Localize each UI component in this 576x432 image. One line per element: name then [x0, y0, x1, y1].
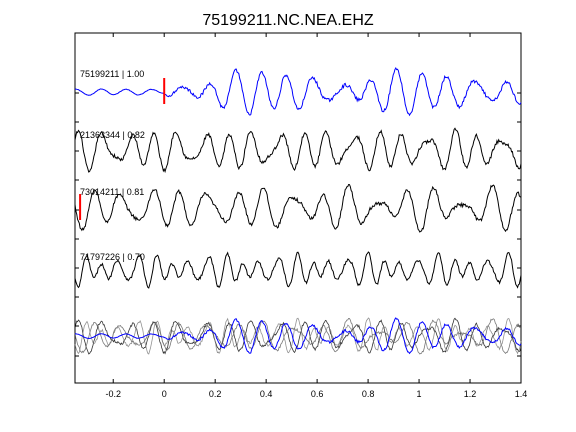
- x-tick-label-2: 0: [162, 389, 167, 399]
- chart-title: 75199211.NC.NEA.EHZ: [202, 12, 374, 29]
- stack-line-4: [74, 317, 522, 355]
- stacked-overlay: [74, 317, 522, 355]
- pick-markers: [79, 78, 166, 220]
- x-tick-label-8: 1.2: [464, 389, 477, 399]
- trace-label-4: 71797226 | 0.70: [80, 252, 145, 262]
- stack-line-1: [74, 317, 522, 355]
- x-tick-label-9: 1.4: [515, 389, 528, 399]
- trace-label-2: 21363344 | 0.82: [80, 130, 145, 140]
- trace-label-1: 75199211 | 1.00: [80, 69, 144, 79]
- trace-line-4: [74, 251, 522, 289]
- trace-line-2: [74, 127, 522, 174]
- x-tick-label-4: 0.4: [260, 389, 273, 399]
- x-tick-label-3: 0.2: [209, 389, 222, 399]
- x-tick-label-1: -0.2: [105, 389, 121, 399]
- stack-line-3: [74, 317, 522, 355]
- x-tick-label-6: 0.8: [362, 389, 375, 399]
- x-axis: -0.2 0 0.2 0.4 0.6 0.8 1 1.2 1.4: [105, 33, 527, 399]
- x-tick-label-7: 1: [417, 389, 422, 399]
- x-tick-label-5: 0.6: [311, 389, 324, 399]
- trace-line-1: [74, 66, 522, 117]
- stack-line-2: [74, 317, 522, 355]
- trace-labels: 75199211 | 1.00 21363344 | 0.82 73014211 |…: [80, 69, 145, 262]
- trace-label-3: 73014211 | 0.81: [80, 187, 144, 197]
- trace-line-3: [74, 183, 522, 233]
- trace-group: [74, 66, 522, 289]
